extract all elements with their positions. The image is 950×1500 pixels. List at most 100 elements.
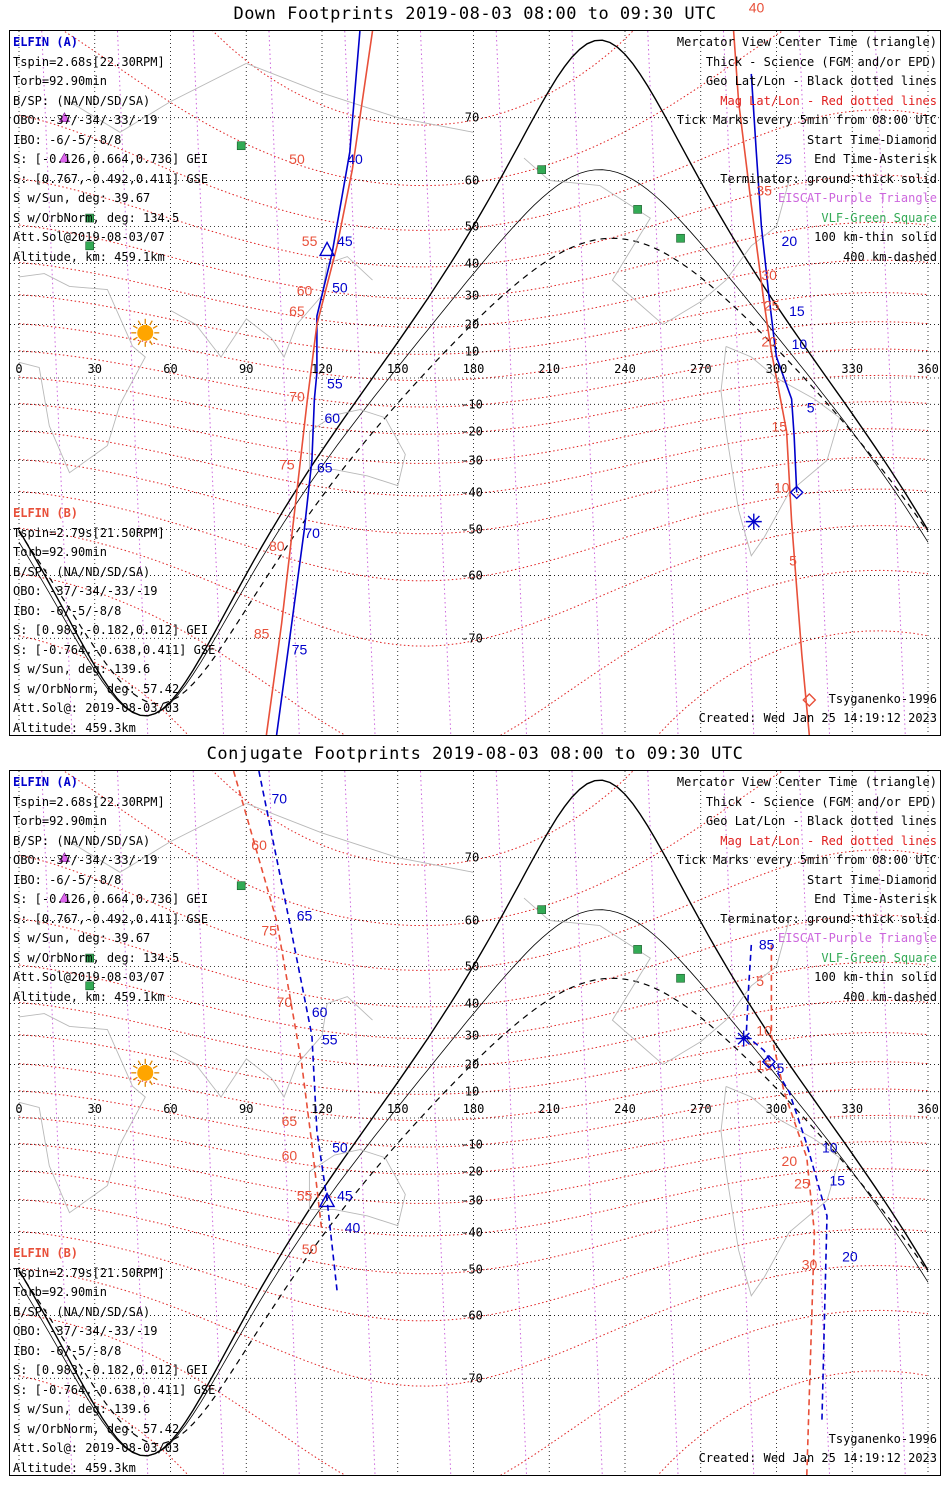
legend-item: Mag Lat/Lon - Red dotted lines [720,833,937,848]
mag-lon-line [647,771,679,1475]
lon-tick-label: 270 [690,362,712,376]
created-label: Created: Wed Jan 25 14:19:12 2023 [698,711,937,725]
track-tick-label: 15 [771,418,787,434]
info-line: S w/OrbNorm, deg: 134.5 [13,210,180,225]
lon-tick-label: 300 [766,1102,788,1116]
lon-tick-label: 270 [690,1102,712,1116]
elfin-a-info: ELFIN (A) Tspin=2.68s[22.30RPM] Torb=92.… [13,33,208,267]
footprint-track [732,31,811,735]
lon-tick-label: 330 [841,362,863,376]
lon-tick-label: 90 [239,362,253,376]
mag-lon-line [874,31,906,735]
info-line: B/SP: (NA/ND/SD/SA) [13,564,151,579]
lat-tick-label: 20 [465,318,479,332]
legend-item: Mercator View Center Time (triangle) [676,35,937,49]
lon-tick-label: 120 [311,362,333,376]
info-line: Torb=92.90min [13,545,107,559]
mag-lat-line [18,1196,929,1275]
elfin-b-info: ELFIN (B) Tspin=2.79s[21.50RPM] Torb=92.… [13,504,215,738]
mag-lat-line [18,348,929,408]
track-tick-label: 65 [289,303,305,319]
vlf-station-marker [85,953,94,963]
track-tick-label: 20 [782,1153,798,1169]
info-line: B/SP: (NA/ND/SD/SA) [13,833,151,848]
mag-lon-line [495,31,528,735]
mag-lat-line [18,401,929,464]
mag-lat-line [18,961,929,1040]
mag-lon-line [41,771,73,1475]
lat-tick-label: -70 [461,1371,483,1385]
info-line: OBO: -37/-34/-33/-19 [13,1324,158,1338]
legend-item: EISCAT-Purple Triangle [778,191,937,205]
vlf-station-marker [85,213,94,223]
track-tick-label: 70 [289,389,305,405]
legend-item: End Time-Asterisk [814,892,937,906]
mag-lon-line [722,31,755,735]
mag-lon-line [419,31,452,735]
legend-item: Geo Lat/Lon - Black dotted lines [705,74,937,88]
lat-tick-label: 20 [465,1058,479,1072]
credit-block: Tsyganenko-1996 Created: Wed Jan 25 14:1… [699,1430,937,1468]
lon-tick-label: 180 [463,1102,485,1116]
legend-item: EISCAT-Purple Triangle [778,931,937,945]
terminator-400km [18,237,929,705]
track-tick-label: 75 [292,641,308,657]
track-tick-label: 60 [325,410,341,426]
mag-lon-line [268,771,300,1475]
lat-tick-label: -10 [461,1137,483,1151]
mag-lat-line [18,914,929,1008]
track-tick-label: 25 [764,297,780,313]
info-line: Att.Sol@2019-08-03/07 [13,970,165,984]
mercator-map: 0 30 60 90 120 150 180 210 240 270 300 330 360 70 60 50… [10,771,940,1475]
legend-item: Mag Lat/Lon - Red dotted lines [720,93,937,108]
lon-tick-label: 0 [15,362,22,376]
mag-lat-line [18,1370,929,1475]
legend-item: Thick - Science (FGM and/or EPD) [705,54,937,69]
track-tick-label: 55 [327,375,343,391]
lon-tick-label: 60 [163,362,177,376]
lat-tick-label: 10 [465,1085,479,1099]
mag-lon-line [722,771,755,1475]
mag-lat-line [18,456,929,535]
coastline [170,256,373,358]
elfin-b-header: ELFIN (B) [13,506,79,520]
vlf-station-marker [676,973,685,983]
track-tick-label: 25 [777,151,793,167]
mag-lat-line [18,999,929,1068]
info-line: Torb=92.90min [13,74,107,88]
model-label: Tsyganenko-1996 [828,1432,937,1446]
lat-tick-label: -50 [461,1263,483,1277]
elfin-a-info: ELFIN (A) Tspin=2.68s[22.30RPM] Torb=92.… [13,773,208,1007]
footprint-track [258,771,338,1292]
track-tick-label: 30 [802,1257,818,1273]
track-tick-label: 5 [777,1060,785,1076]
lat-tick-label: 40 [465,997,479,1011]
lat-tick-label: 60 [465,913,479,927]
lat-tick-label: -50 [461,523,483,537]
mag-lon-line [571,31,603,735]
track-tick-label: 65 [282,1113,298,1129]
lat-tick-label: 70 [465,111,479,125]
legend-item: 400 km-dashed [843,249,937,264]
info-line: S: [0.767,-0.492,0.411] GSE [13,171,209,186]
terminator-ground [18,39,929,717]
sun-icon [131,318,160,347]
info-line: IBO: -6/-5/-8/8 [13,132,122,147]
lat-tick-label: 70 [465,851,479,865]
lat-tick-label: -60 [461,569,483,583]
lat-tick-label: 50 [465,959,479,973]
start-time-diamond [789,485,804,500]
info-line: S w/Sun, deg: 39.67 [13,931,151,945]
lon-tick-label: 90 [239,1102,253,1116]
mag-lon-line [41,31,73,735]
coastline [18,273,146,474]
elfin-a-header: ELFIN (A) [13,775,79,789]
info-line: Tspin=2.68s[22.30RPM] [13,54,165,69]
map-frame [9,30,941,736]
info-line: S w/OrbNorm, deg: 57.42 [13,1421,180,1436]
conjugate-footprints-panel: Conjugate Footprints 2019-08-03 08:00 to… [0,740,950,1490]
lon-tick-label: 150 [387,1102,409,1116]
mag-lon-line [192,771,225,1475]
info-line: OBO: -37/-34/-33/-19 [13,853,158,867]
credit-block: Tsyganenko-1996 Created: Wed Jan 25 14:1… [699,690,937,728]
